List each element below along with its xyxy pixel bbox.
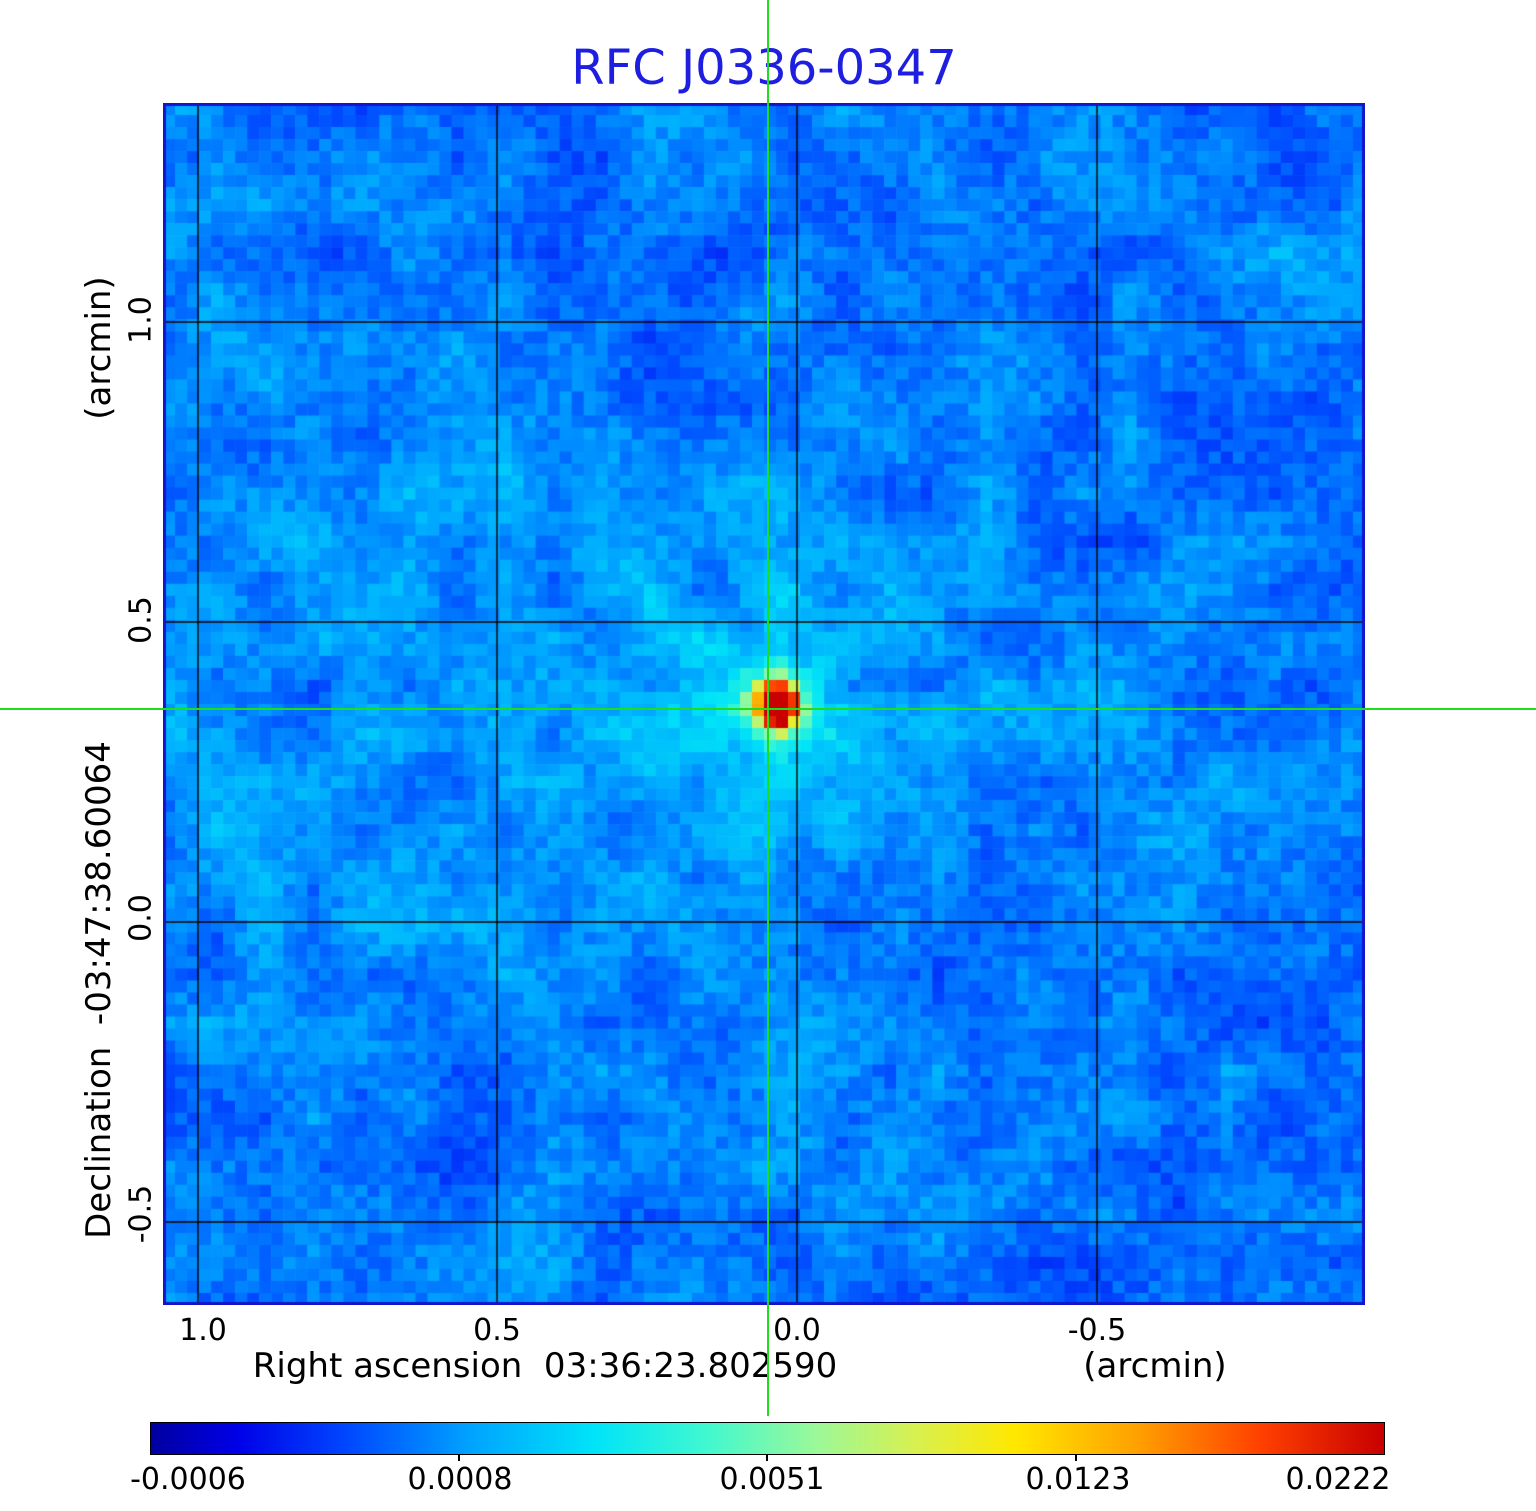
colorbar-label-5: 0.0222 [1285,1462,1391,1497]
y-tick-2: 0.5 [123,596,159,644]
sky-map-canvas [163,103,1365,1305]
crosshair-horizontal-line [0,708,1536,710]
y-axis-label: Declination -03:47:38.60064 [79,741,119,1239]
x-tick-3: 0.0 [773,1313,821,1348]
colorbar [150,1422,1385,1455]
colorbar-label-3: 0.0051 [719,1462,825,1497]
x-axis-label: Right ascension 03:36:23.802590 [252,1346,838,1386]
y-tick-3: 0.0 [123,894,159,942]
page-title: RFC J0336-0347 [571,40,957,96]
colorbar-tick-mark-2 [766,1454,768,1461]
x-axis-unit-label: (arcmin) [1083,1346,1227,1386]
x-tick-4: -0.5 [1067,1313,1127,1348]
colorbar-tick-mark-1 [458,1454,460,1461]
colorbar-label-1: -0.0006 [130,1462,246,1497]
x-tick-1: 1.0 [179,1313,227,1348]
y-axis-unit-label: (arcmin) [79,276,119,420]
y-tick-1: 1.0 [123,296,159,344]
colorbar-tick-mark-3 [1075,1454,1077,1461]
y-tick-4: -0.5 [123,1184,159,1244]
colorbar-label-2: 0.0008 [407,1462,513,1497]
colorbar-label-4: 0.0123 [1025,1462,1131,1497]
x-tick-2: 0.5 [473,1313,521,1348]
